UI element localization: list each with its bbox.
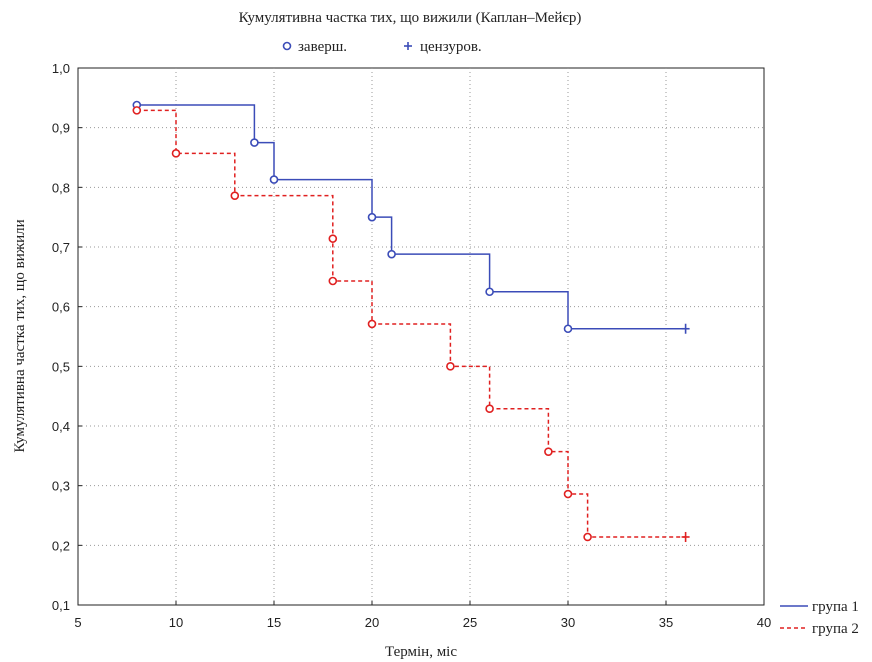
event-point (132, 106, 142, 115)
series-legend: група 1 група 2 (780, 599, 859, 637)
y-tick-label: 0,3 (52, 479, 70, 494)
y-tick-label: 0,9 (52, 121, 70, 136)
x-axis-label: Термін, міс (385, 644, 457, 660)
event-point (583, 532, 592, 542)
series-layer (132, 100, 690, 542)
marker-legend: заверш. цензуров. (282, 39, 482, 55)
x-tick-label: 5 (74, 615, 81, 630)
event-point (485, 287, 494, 297)
y-tick-label: 0,2 (52, 538, 70, 553)
event-point (171, 149, 181, 158)
x-axis-ticks: 5 10 15 20 25 30 35 40 (74, 601, 771, 630)
x-tick-label: 15 (267, 615, 281, 630)
legend-label: група 2 (812, 621, 859, 637)
x-tick-label: 40 (757, 615, 771, 630)
grid (78, 68, 764, 605)
y-tick-label: 0,5 (52, 359, 70, 374)
event-point (250, 138, 259, 147)
chart-title: Кумулятивна частка тих, що вижили (Капла… (239, 10, 582, 26)
y-tick-label: 0,8 (52, 180, 70, 195)
censored-point (681, 531, 690, 542)
event-point (446, 362, 455, 371)
event-point (544, 447, 553, 456)
y-tick-label: 0,7 (52, 240, 70, 255)
plot-area (77, 67, 765, 606)
event-point (367, 319, 377, 329)
event-point (563, 324, 573, 334)
censored-point (681, 323, 690, 334)
event-point (230, 191, 240, 200)
x-tick-label: 30 (561, 615, 575, 630)
event-point (485, 404, 494, 413)
event-point (563, 489, 573, 499)
legend-label: група 1 (812, 599, 859, 615)
x-tick-label: 25 (463, 615, 477, 630)
x-tick-label: 35 (659, 615, 673, 630)
y-axis-ticks: 0,1 0,2 0,3 0,4 0,5 0,6 0,7 0,8 0,9 1,0 (52, 61, 82, 613)
marker-legend-complete-label: заверш. (298, 39, 347, 55)
event-point (328, 276, 338, 286)
marker-legend-censored-label: цензуров. (420, 39, 482, 55)
y-tick-label: 1,0 (52, 61, 70, 76)
series-2 (132, 106, 690, 542)
x-tick-label: 20 (365, 615, 379, 630)
event-point (269, 175, 279, 184)
event-point (367, 212, 377, 222)
censored-marker-icon (404, 42, 412, 50)
x-tick-label: 10 (169, 615, 183, 630)
y-tick-label: 0,6 (52, 300, 70, 315)
event-point (387, 249, 396, 259)
event-point (328, 234, 338, 243)
y-tick-label: 0,1 (52, 598, 70, 613)
complete-marker-icon (282, 41, 292, 51)
y-tick-label: 0,4 (52, 419, 70, 434)
y-axis-label: Кумулятивна частка тих, що вижили (12, 219, 28, 452)
series-line (136, 109, 686, 538)
